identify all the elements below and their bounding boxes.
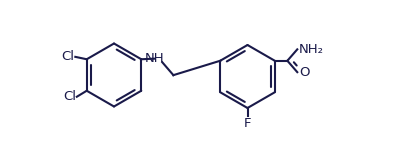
Text: Cl: Cl xyxy=(63,90,76,103)
Text: NH₂: NH₂ xyxy=(299,43,324,56)
Text: Cl: Cl xyxy=(61,50,74,63)
Text: F: F xyxy=(244,117,251,130)
Text: O: O xyxy=(300,66,310,79)
Text: NH: NH xyxy=(145,52,165,65)
